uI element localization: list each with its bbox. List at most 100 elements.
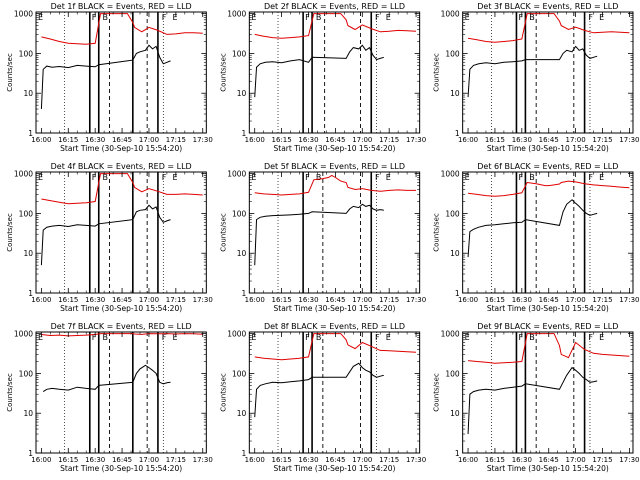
x-tick-label: 16:00: [245, 456, 265, 464]
x-tick-label: 16:45: [112, 296, 132, 304]
x-tick-label: 16:15: [272, 136, 292, 144]
y-axis-label: Counts/sec: [6, 213, 14, 252]
series-lld-line: [467, 180, 630, 197]
panel-title: Det 2f BLACK = Events, RED = LLD: [264, 2, 405, 11]
x-tick-label: 16:45: [325, 456, 345, 464]
x-tick-label: 17:15: [166, 296, 186, 304]
mode-marker: B: [529, 173, 535, 182]
x-tick-label: 17:15: [379, 136, 399, 144]
y-tick-label: 100: [19, 209, 34, 218]
mode-marker: E: [38, 333, 43, 342]
mode-marker: E: [386, 333, 391, 342]
x-tick-label: 16:00: [245, 136, 265, 144]
x-tick-label: 17:00: [352, 136, 372, 144]
x-axis-label: Start Time (30-Sep-10 15:54:20): [487, 464, 609, 473]
series-events-line: [42, 364, 171, 393]
x-tick-label: 16:00: [245, 296, 265, 304]
mode-marker: E: [465, 13, 470, 22]
y-tick-label: 10: [450, 409, 460, 418]
y-tick-label: 10: [237, 89, 247, 98]
x-tick-label: 16:45: [112, 456, 132, 464]
mode-marker: F: [305, 13, 310, 22]
x-tick-label: 17:30: [193, 296, 213, 304]
mode-marker: F: [588, 333, 593, 342]
y-tick-label: 1000: [227, 330, 246, 339]
x-tick-label: 16:15: [485, 296, 505, 304]
panel-title: Det 9f BLACK = Events, RED = LLD: [477, 322, 618, 331]
y-tick-label: 10: [237, 409, 247, 418]
y-tick-label: 10: [450, 89, 460, 98]
mode-marker: F: [375, 13, 380, 22]
panel-title: Det 5f BLACK = Events, RED = LLD: [264, 162, 405, 171]
panel-title: Det 4f BLACK = Events, RED = LLD: [51, 162, 192, 171]
x-tick-label: 16:15: [272, 296, 292, 304]
mode-marker: E: [465, 333, 470, 342]
y-tick-label: 10: [23, 409, 33, 418]
y-tick-label: 1: [28, 289, 33, 298]
x-tick-label: 16:30: [85, 296, 105, 304]
y-axis-label: Counts/sec: [219, 213, 227, 252]
x-axis-label: Start Time (30-Sep-10 15:54:20): [487, 304, 609, 313]
plot-frame: [248, 11, 421, 134]
x-axis-label: Start Time (30-Sep-10 15:54:20): [60, 144, 182, 153]
plot-frame: [248, 171, 421, 294]
x-tick-label: 17:15: [166, 136, 186, 144]
panel-title: Det 6f BLACK = Events, RED = LLD: [477, 162, 618, 171]
y-axis-label: Counts/sec: [433, 373, 441, 412]
x-tick-label: 17:00: [139, 456, 159, 464]
x-tick-label: 17:30: [406, 136, 426, 144]
x-tick-label: 17:00: [139, 296, 159, 304]
x-axis-label: Start Time (30-Sep-10 15:54:20): [60, 464, 182, 473]
y-tick-label: 100: [19, 369, 34, 378]
y-tick-label: 1: [455, 449, 460, 458]
series-lld-line: [41, 173, 203, 205]
x-tick-label: 17:30: [619, 296, 639, 304]
x-tick-label: 17:15: [166, 456, 186, 464]
mode-marker: F: [518, 173, 523, 182]
mode-marker: F: [92, 13, 97, 22]
mode-marker: F: [92, 333, 97, 342]
plot-frame: [35, 171, 207, 294]
y-tick-label: 1000: [14, 10, 33, 19]
panel-title: Det 8f BLACK = Events, RED = LLD: [264, 322, 405, 331]
x-tick-label: 16:45: [325, 296, 345, 304]
x-tick-label: 17:00: [352, 456, 372, 464]
mode-marker: F: [375, 333, 380, 342]
x-tick-label: 16:30: [512, 136, 532, 144]
series-events-line: [254, 44, 384, 98]
series-events-line: [467, 45, 598, 98]
y-tick-label: 1: [28, 449, 33, 458]
plot-frame: [35, 11, 207, 134]
y-axis-label: Counts/sec: [219, 373, 227, 412]
y-tick-label: 10: [450, 249, 460, 258]
series-events-line: [467, 366, 598, 435]
series-events-line: [254, 203, 384, 266]
mode-marker: E: [386, 13, 391, 22]
x-tick-label: 16:30: [85, 456, 105, 464]
y-axis-label: Counts/sec: [433, 53, 441, 92]
x-tick-label: 16:15: [485, 136, 505, 144]
x-tick-label: 16:45: [539, 136, 559, 144]
mode-marker: E: [599, 173, 604, 182]
mode-marker: F: [375, 173, 380, 182]
x-tick-label: 16:30: [85, 136, 105, 144]
y-tick-label: 1000: [441, 330, 460, 339]
x-tick-label: 16:15: [272, 456, 292, 464]
y-tick-label: 1000: [441, 10, 460, 19]
x-tick-label: 17:30: [406, 456, 426, 464]
y-tick-label: 1: [242, 129, 247, 138]
y-tick-label: 100: [232, 369, 247, 378]
mode-marker: E: [599, 13, 604, 22]
x-axis-label: Start Time (30-Sep-10 15:54:20): [487, 144, 609, 153]
x-tick-label: 17:00: [352, 296, 372, 304]
x-tick-label: 17:00: [139, 136, 159, 144]
x-tick-label: 16:15: [58, 296, 78, 304]
y-tick-label: 1000: [14, 330, 33, 339]
mode-marker: E: [172, 173, 177, 182]
x-axis-label: Start Time (30-Sep-10 15:54:20): [273, 304, 395, 313]
